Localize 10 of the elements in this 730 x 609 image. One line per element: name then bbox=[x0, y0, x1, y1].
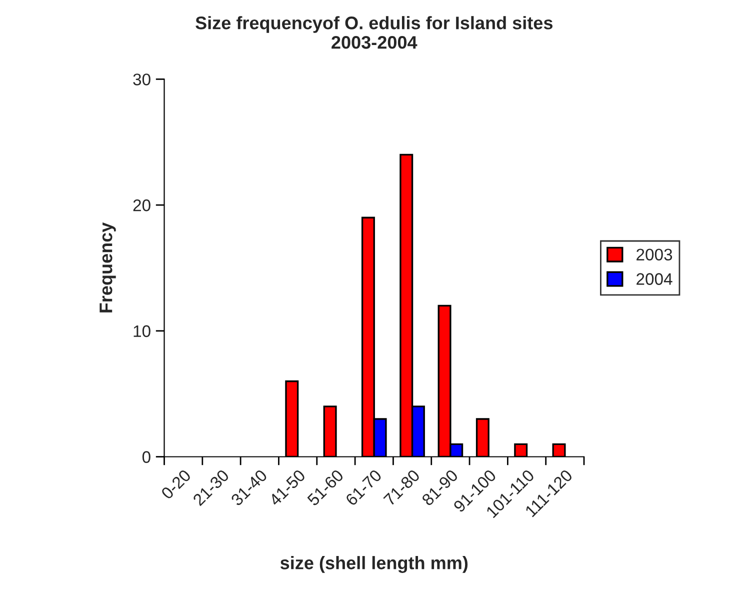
y-tick-label: 30 bbox=[133, 74, 150, 86]
y-tick-label: 0 bbox=[142, 451, 150, 463]
legend-label: 2004 bbox=[636, 273, 672, 285]
y-tick-label: 20 bbox=[133, 199, 150, 212]
chart-title: Size frequencyof O. edulis for Island sites 2003-2004 bbox=[196, 16, 552, 49]
y-axis-title: Frequency bbox=[100, 222, 116, 312]
x-tick-label: 0-20 bbox=[160, 468, 192, 500]
x-axis-title: size (shell length mm) bbox=[280, 556, 468, 573]
y-tick-label: 10 bbox=[134, 325, 150, 338]
legend-label: 2003 bbox=[636, 248, 672, 260]
